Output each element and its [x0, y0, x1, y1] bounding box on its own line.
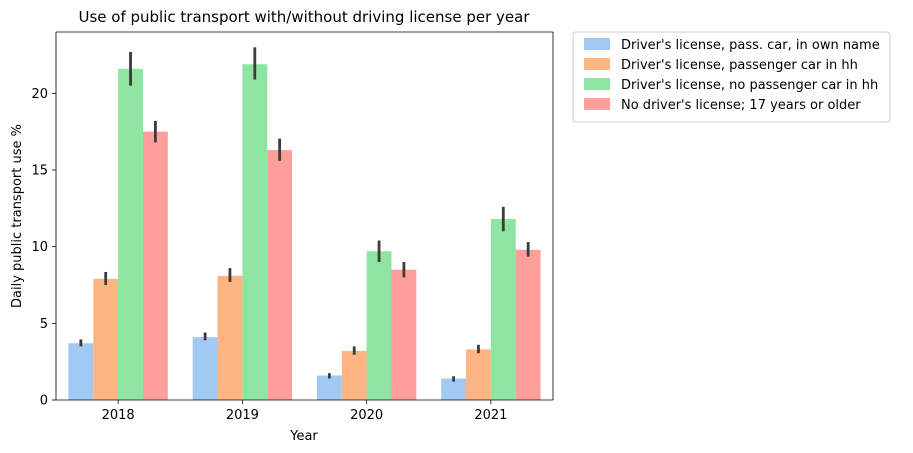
bar [68, 343, 94, 400]
legend-frame [572, 31, 891, 123]
bar [267, 150, 293, 400]
error-bars-layer [79, 47, 530, 382]
legend-swatch [584, 58, 610, 70]
y-tick-label: 5 [40, 317, 48, 332]
bar [93, 278, 119, 400]
legend-label: Driver's license, passenger car in hh [621, 58, 858, 73]
y-tick-label: 15 [31, 164, 48, 179]
y-tick-label: 20 [31, 87, 48, 102]
x-axis-ticks: 2018 2019 2020 2021 [102, 400, 507, 423]
x-tick-label: 2020 [350, 408, 383, 423]
bar [490, 219, 516, 400]
bar [142, 131, 168, 400]
legend-label: No driver's license; 17 years or older [621, 98, 861, 113]
x-axis-label: Year [289, 429, 318, 444]
x-tick-label: 2021 [474, 408, 507, 423]
legend-swatch [584, 38, 610, 50]
y-tick-label: 10 [31, 240, 48, 255]
legend: Driver's license, pass. car, in own name… [572, 31, 891, 123]
bar [466, 349, 491, 400]
bar [242, 64, 268, 400]
legend-items: Driver's license, pass. car, in own name… [584, 38, 880, 113]
bar [118, 68, 143, 401]
bar [366, 251, 392, 400]
x-tick-label: 2018 [102, 408, 135, 423]
bar [341, 350, 367, 400]
bar [192, 337, 218, 400]
bar [316, 375, 342, 400]
legend-label: Driver's license, no passenger car in hh [621, 78, 878, 93]
chart-title: Use of public transport with/without dri… [78, 8, 530, 26]
bar [217, 275, 243, 400]
bar [515, 249, 541, 400]
y-tick-label: 0 [40, 394, 48, 409]
legend-swatch [584, 78, 610, 90]
bar [441, 378, 467, 400]
x-tick-label: 2019 [226, 408, 259, 423]
legend-label: Driver's license, pass. car, in own name [621, 38, 880, 53]
legend-swatch [584, 98, 610, 110]
y-axis-ticks: 0 5 10 15 20 [31, 87, 56, 409]
bars-layer [68, 64, 541, 401]
bar [391, 269, 417, 400]
y-axis-label: Daily public transport use % [10, 124, 25, 308]
